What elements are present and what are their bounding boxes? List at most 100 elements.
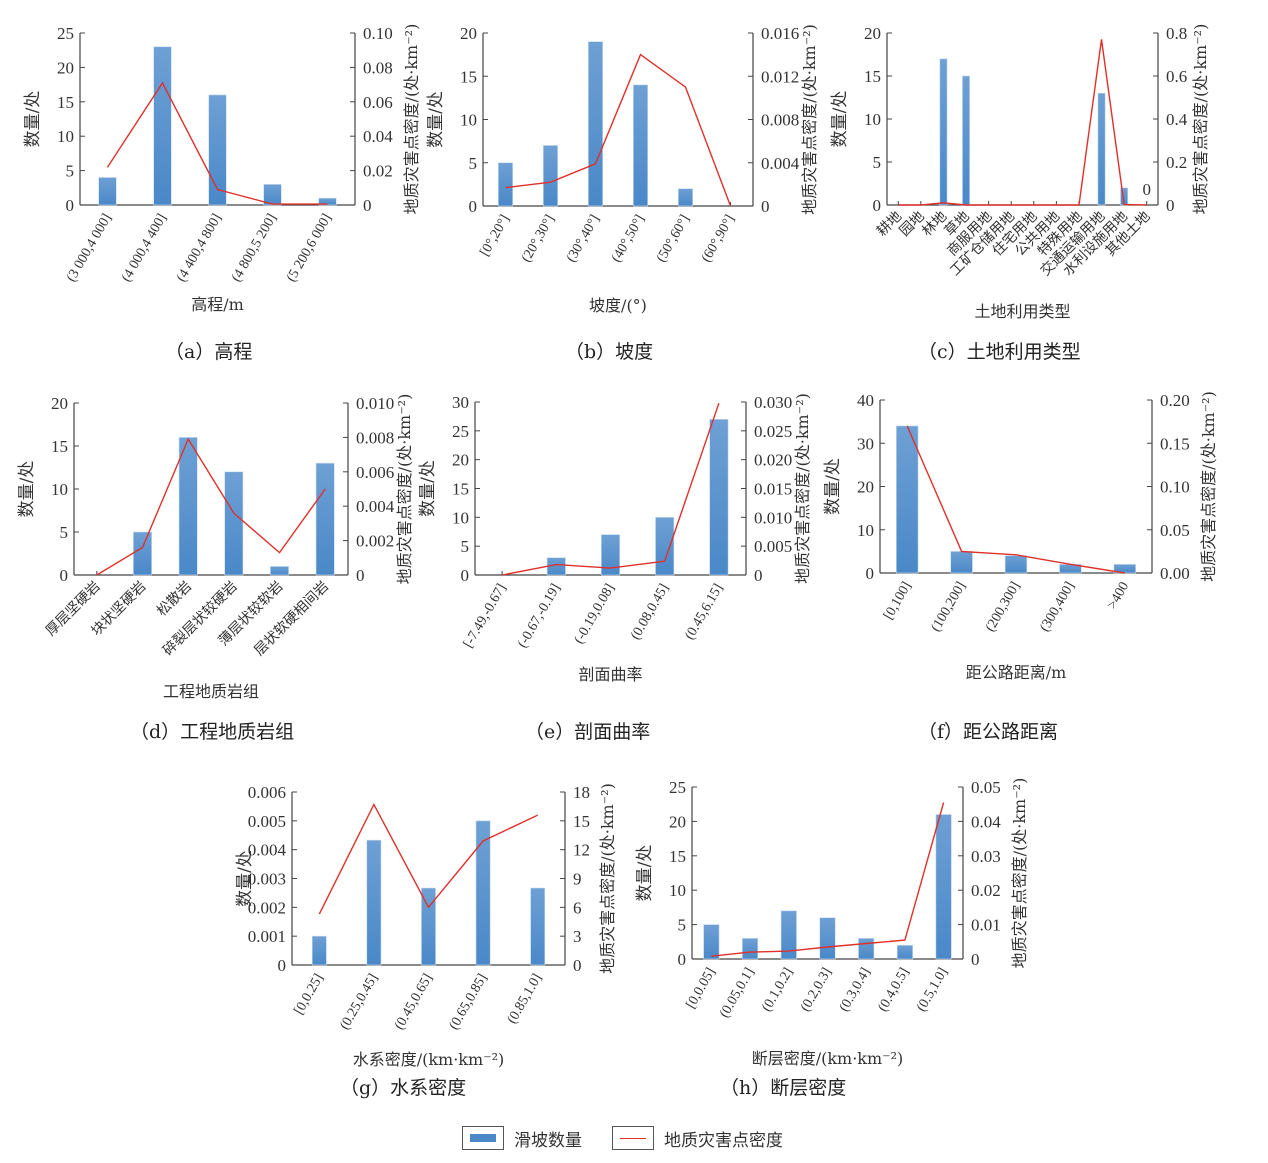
x-tick-label: [-7.49,-0.67]: [461, 582, 510, 651]
y-tick-label-right: 0.20: [1160, 391, 1190, 410]
density-line: [711, 802, 945, 957]
chart-panel-a: 0 5 10 15 20 25 0 0.02 0.04 0.06 0.08 0.10 (3 000,4 …: [0, 0, 430, 330]
bar: [678, 188, 694, 207]
chart-f: 0 10 20 30 40 0.00 0.05 0.10 0.15 0.20 [0,100] (100…: [823, 391, 1218, 682]
x-tick-label: (0.4,0.5]: [875, 966, 912, 1015]
y-tick-label-left: 0: [678, 950, 687, 969]
y-axis-title-left: 数量/处: [426, 91, 446, 148]
bar: [935, 814, 952, 960]
y-tick-label-right: 0.002: [356, 532, 394, 551]
y-tick-label-left: 25: [57, 24, 74, 43]
chart-panel-h: 0 5 10 15 20 25 0 0.01 0.02 0.03 0.04 0.05 [0,0.05](…: [630, 770, 1050, 1070]
chart-panel-d: 0 5 10 15 20 0 0.002 0.004 0.006 0.008 0.010 厚层坚硬岩块…: [0, 380, 430, 710]
y-axis-title-left: 数量/处: [418, 460, 438, 517]
x-tick-label: (0.45,0.65]: [392, 972, 436, 1033]
x-tick-label: [0,100]: [881, 580, 914, 623]
y-tick-label-left: 30: [452, 393, 469, 412]
x-axis-title: 距公路距离/m: [966, 663, 1067, 682]
bar: [633, 84, 649, 207]
x-axis-title: 水系密度/(km·km⁻²): [353, 1050, 505, 1069]
y-axis-title-right: 地质灾害点密度/(处·km⁻²): [1010, 778, 1029, 969]
x-tick-label: (30°,40°]: [564, 213, 603, 266]
y-tick-label-left: 10: [452, 508, 469, 527]
y-tick-label-right: 0: [761, 197, 770, 216]
caption-e: （e）剖面曲率: [525, 721, 651, 743]
y-tick-label-right: 0.004: [761, 154, 800, 173]
y-tick-label-left: 0.004: [248, 841, 287, 860]
y-tick-label-right: 0.05: [1160, 521, 1190, 540]
y-tick-label-right: 0.04: [363, 127, 393, 146]
bar: [896, 944, 913, 960]
x-tick-label: (4 400,4 800]: [174, 212, 225, 285]
data-annotation: 0: [1142, 180, 1151, 199]
y-tick-label-right: 0.06: [363, 93, 393, 112]
x-tick-label: (0.3,0.4]: [837, 966, 874, 1015]
y-tick-label-left: 0.005: [248, 812, 286, 831]
x-tick-label: 林地: [919, 209, 950, 240]
chart-a: 0 5 10 15 20 25 0 0.02 0.04 0.06 0.08 0.10 (3 000,4 …: [23, 24, 421, 314]
bar: [208, 94, 227, 206]
y-tick-label-right: 0.01: [971, 916, 1001, 935]
y-tick-label-right: 0.15: [1160, 434, 1190, 453]
caption-c: （c）土地利用类型: [918, 341, 1081, 363]
x-tick-label: [0,0.25]: [292, 972, 327, 1018]
x-tick-label: (0.2,0.3]: [798, 966, 835, 1015]
y-axis-title-left: 数量/处: [635, 845, 655, 902]
x-tick-label: 松散岩: [154, 579, 195, 620]
y-tick-label-right: 18: [573, 783, 590, 802]
y-tick-label-left: 0: [60, 566, 69, 585]
x-tick-label: >400: [1105, 580, 1132, 613]
bar: [133, 531, 152, 576]
y-tick-label-left: 15: [452, 480, 469, 499]
y-tick-label-left: 0: [278, 956, 287, 975]
x-tick-label: (200,300]: [983, 580, 1023, 635]
bar: [1097, 92, 1106, 206]
x-tick-label: (3 000,4 000]: [64, 212, 115, 285]
x-tick-label: (50°,60°]: [654, 213, 693, 266]
y-axis-title-right: 地质灾害点密度/(处·km⁻²): [793, 393, 812, 584]
y-tick-label-right: 9: [573, 870, 582, 889]
chart-h: 051015202500.010.020.030.040.05[0,0.05](…: [635, 778, 1029, 1068]
caption-f: （f）距公路距离: [918, 721, 1059, 743]
y-tick-label-right: 0: [971, 950, 980, 969]
legend-line-swatch: [612, 1126, 654, 1150]
y-tick-label-left: 0: [461, 566, 470, 585]
chart-panel-c: 0 5 10 15 20 0 0.2 0.4 0.6 0.8 耕地 园地 林地 草地 商服用地 工矿仓储用地住…: [830, 0, 1268, 330]
chart-panel-b: 0 5 10 15 20 0 0.004 0.008 0.012 0.016 [0°,20°] (20…: [426, 0, 850, 330]
y-tick-label-left: 5: [60, 523, 69, 542]
y-tick-label-left: 0.002: [248, 898, 286, 917]
y-axis-title-right: 地质灾害点密度/(处·km⁻²): [395, 394, 414, 585]
bar: [318, 197, 337, 206]
density-line: [501, 402, 720, 576]
y-tick-label-left: 20: [460, 24, 477, 43]
y-axis-title-left: 数量/处: [235, 850, 255, 907]
y-tick-label-right: 0.04: [971, 812, 1001, 831]
bar: [366, 839, 382, 966]
x-tick-label: (20°,30°]: [519, 213, 558, 266]
bar: [950, 551, 973, 574]
bar: [962, 75, 970, 206]
y-tick-label-right: 0: [356, 566, 365, 585]
bar: [224, 471, 244, 576]
y-tick-label-right: 0.03: [971, 847, 1001, 866]
caption-g: （g）水系密度: [340, 1077, 467, 1099]
bar: [498, 162, 514, 207]
bar: [588, 41, 604, 207]
bar: [819, 917, 836, 960]
y-tick-label-right: 0.015: [754, 480, 792, 499]
bar: [530, 887, 546, 966]
x-tick-label: (-0.67,-0.19]: [515, 582, 564, 651]
x-axis-title: 剖面曲率: [578, 665, 642, 684]
y-tick-label-left: 30: [857, 434, 874, 453]
y-tick-label-right: 0.025: [754, 422, 792, 441]
y-tick-label-left: 20: [452, 451, 469, 470]
y-tick-label-left: 40: [857, 391, 874, 410]
y-tick-label-right: 0.030: [754, 393, 792, 412]
legend-item-line: 地质灾害点密度: [612, 1126, 783, 1151]
caption-a: （a）高程: [165, 341, 253, 363]
y-tick-label-right: 0.012: [761, 67, 799, 86]
x-tick-label: (-0.19,0.08]: [572, 582, 618, 647]
density-line: [96, 437, 326, 576]
density-line: [505, 53, 732, 207]
y-tick-label-right: 0.10: [363, 24, 393, 43]
